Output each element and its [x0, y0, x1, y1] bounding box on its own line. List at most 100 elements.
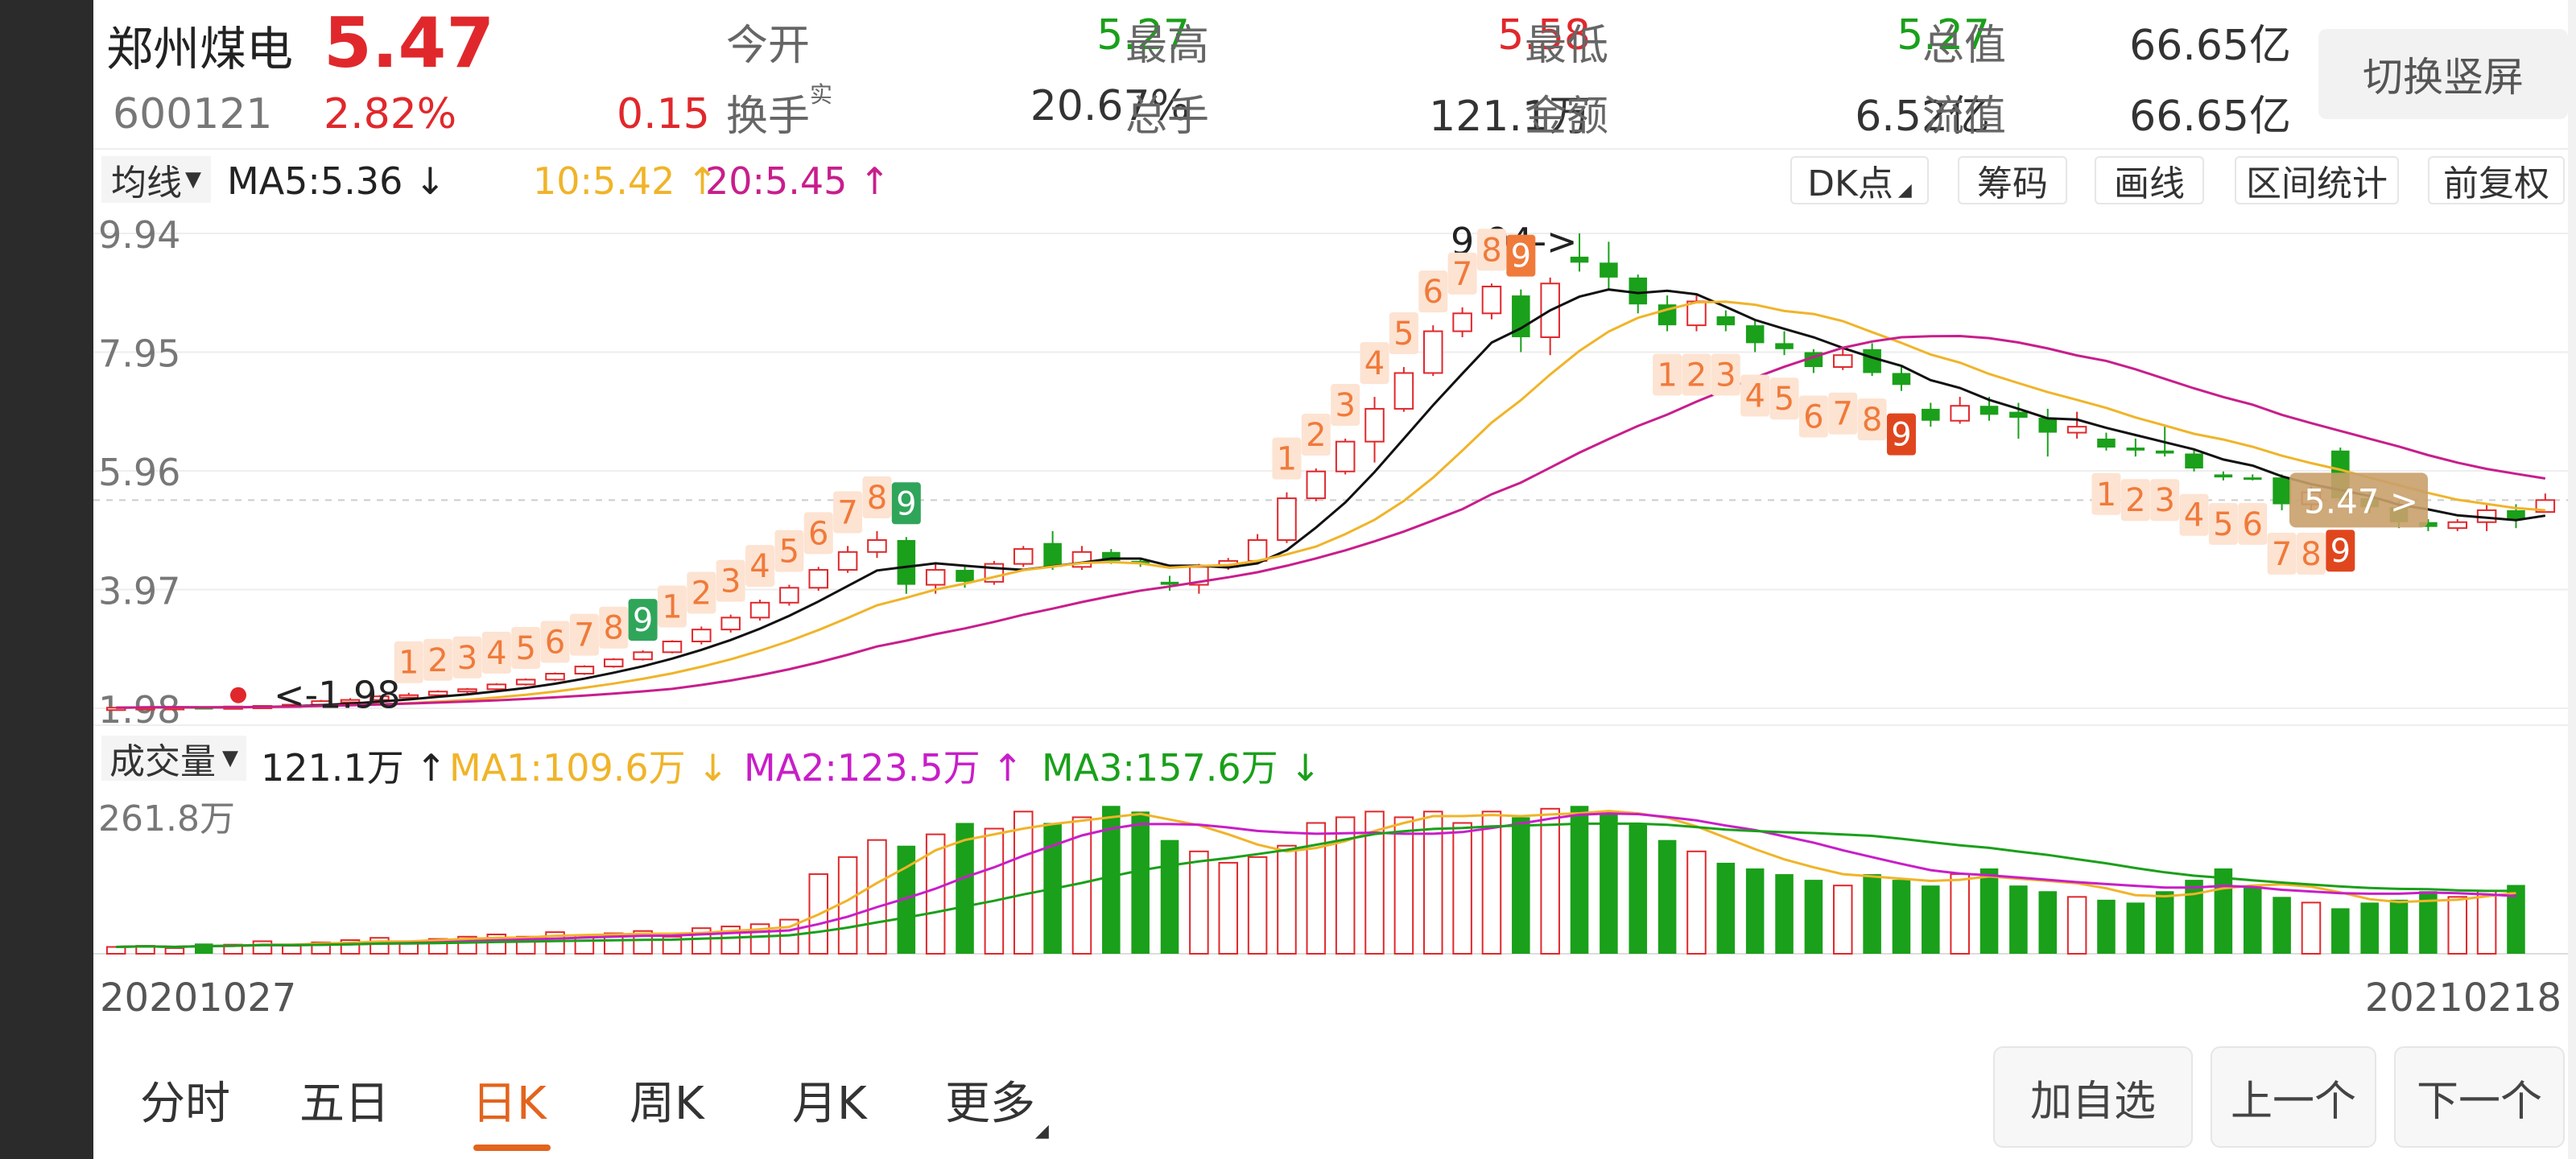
sequence-number: 2 [2125, 482, 2145, 519]
period-nav: 分时 五日 日K 周K 月K 更多◢ 加自选 上一个 下一个 [93, 1038, 2568, 1159]
candlestick-chart[interactable]: 9.947.955.963.971.98 9.94-><-1.985.47 >1… [93, 209, 2568, 732]
sequence-badge [891, 482, 921, 525]
previous-stock-button[interactable]: 上一个 [2211, 1046, 2376, 1148]
sequence-number: 3 [2154, 482, 2174, 519]
candle-body-up [105, 707, 126, 711]
volume-bar-up [2301, 901, 2322, 955]
dk-point-label: DK点 [1807, 163, 1893, 204]
sequence-number: 8 [867, 480, 887, 517]
volume-dropdown[interactable]: 成交量 ▼ [101, 736, 246, 782]
ma20-line [116, 334, 2546, 709]
tab-monthly-k[interactable]: 月K [792, 1078, 867, 1130]
candle-body-down [956, 570, 974, 582]
sequence-badge [1653, 353, 1682, 396]
sequence-number: 7 [1452, 256, 1472, 293]
volume-bar-up [2447, 896, 2468, 955]
volume-bar-up [1335, 816, 1356, 955]
sequence-badge [628, 599, 658, 641]
volume-bar-up [1832, 885, 1853, 955]
volume-bar-up [1481, 810, 1502, 955]
sequence-badge [1447, 252, 1477, 295]
volume-bar-down [1775, 874, 1794, 954]
volume-bar-up [282, 945, 302, 955]
y-tick-label: 3.97 [98, 570, 180, 613]
volume-bar-down [2214, 868, 2233, 954]
end-date: 20210218 [2364, 975, 2562, 1021]
ma-indicator-bar: 均线 ▼ MA5:5.36 ↓ 10:5.42 ↑ 20:5.45 ↑ DK点 ◢ … [93, 148, 2568, 209]
high-label: 最高 [1125, 22, 1210, 70]
next-stock-button[interactable]: 下一个 [2394, 1046, 2565, 1148]
sequence-number: 3 [720, 563, 741, 600]
candle-body-down [2507, 509, 2525, 520]
sequence-number: 5 [515, 630, 535, 667]
candle-body-up [749, 601, 770, 619]
volume-bar-down [1160, 839, 1179, 954]
sequence-badge [1711, 353, 1740, 396]
low-value: 5.27 [1897, 11, 1990, 60]
volume-bar-down [1600, 811, 1618, 954]
amount-label: 金额 [1525, 93, 1609, 141]
sequence-badge [1506, 234, 1536, 277]
volume-chart[interactable]: 261.8万 [93, 789, 2568, 958]
ma5-value: MA5:5.36 ↓ [227, 159, 446, 203]
candle-body-down [2273, 477, 2291, 505]
volume-ma3: MA3:157.6万 ↓ [1042, 746, 1321, 790]
tab-more[interactable]: 更多◢ [945, 1067, 1049, 1141]
volume-current: 121.1万 ↑ [261, 746, 447, 790]
turnover-value: 20.67% [1030, 82, 1190, 130]
ma-dropdown[interactable]: 均线 ▼ [101, 156, 211, 204]
volume-ma2: MA2:123.5万 ↑ [744, 746, 1023, 790]
volume-bar-down [2126, 902, 2145, 954]
sequence-badge [423, 638, 453, 681]
tab-weekly-k[interactable]: 周K [630, 1078, 704, 1130]
stock-price: 5.47 [324, 3, 495, 84]
volume-bar-up [1364, 810, 1385, 955]
draw-line-button[interactable]: 画线 [2095, 156, 2204, 204]
sequence-badge [2150, 479, 2180, 522]
ma10-value: 10:5.42 ↑ [533, 159, 718, 203]
candle-body-down [2419, 522, 2438, 527]
candle-body-down [1102, 551, 1121, 561]
start-date: 20201027 [100, 975, 297, 1021]
candle-body-up [1306, 470, 1327, 500]
sequence-badge [394, 641, 423, 683]
sequence-badge [1798, 395, 1828, 438]
sequence-badge [1476, 229, 1506, 271]
tab-daily-k[interactable]: 日K [472, 1078, 547, 1130]
candle-body-down [2243, 477, 2262, 481]
range-stats-button[interactable]: 区间统计 [2235, 156, 2399, 204]
sequence-badge [2326, 530, 2355, 572]
sequence-badge [716, 559, 745, 602]
sequence-number: 5 [1774, 381, 1794, 418]
volume-bar-down [2097, 899, 2116, 954]
sequence-badge [2091, 472, 2121, 515]
candle-body-up [603, 658, 624, 668]
volume-bar-up [2476, 890, 2497, 955]
tab-intraday[interactable]: 分时 [140, 1078, 230, 1130]
sequence-number: 1 [1657, 357, 1677, 394]
candle-body-up [662, 640, 683, 654]
candle-body-down [897, 539, 916, 585]
ma10-line [116, 300, 2545, 709]
sequence-number: 9 [1511, 238, 1531, 275]
volume-indicator-bar: 成交量 ▼ 121.1万 ↑ MA1:109.6万 ↓ MA2:123.5万 ↑ … [93, 724, 2568, 790]
sequence-number: 6 [2243, 506, 2263, 543]
candle-body-down [1979, 406, 1999, 415]
candle-body-up [867, 538, 887, 553]
tab-five-day[interactable]: 五日 [299, 1078, 390, 1130]
forward-adjust-button[interactable]: 前复权 [2428, 156, 2565, 204]
switch-portrait-button[interactable]: 切换竖屏 [2318, 29, 2568, 119]
volume-bar-down [897, 845, 916, 954]
sequence-number: 3 [457, 640, 477, 677]
volume-bar-down [2009, 885, 2028, 954]
candle-body-up [1950, 405, 1970, 422]
chips-button[interactable]: 筹码 [1958, 156, 2067, 204]
add-watchlist-button[interactable]: 加自选 [1993, 1046, 2193, 1148]
low-label: 最低 [1525, 22, 1609, 70]
dk-point-button[interactable]: DK点 ◢ [1790, 156, 1929, 204]
sequence-badge [1886, 413, 1916, 456]
candle-body-up [1481, 285, 1502, 315]
volume-bar-up [1686, 850, 1707, 955]
candle-body-up [1393, 372, 1414, 410]
volume-bar-down [956, 823, 974, 954]
